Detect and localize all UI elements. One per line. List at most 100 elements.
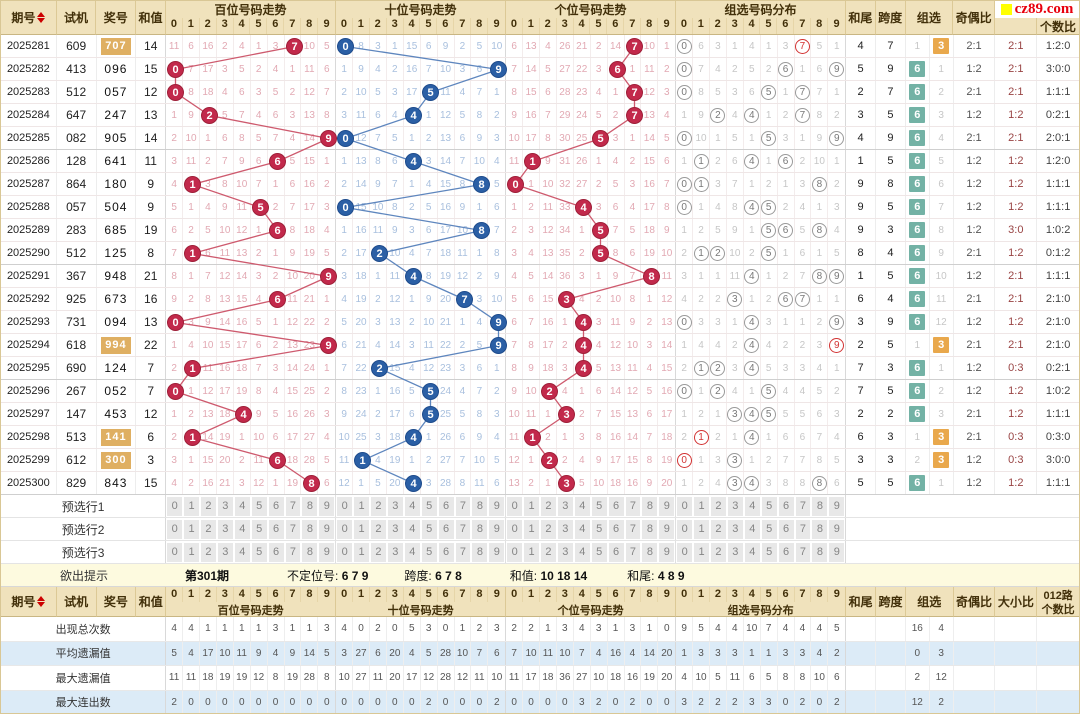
preselect-digit-cell[interactable]: 5 [761, 495, 778, 518]
preselect-digit-cell[interactable]: 6 [778, 541, 795, 564]
preselect-digit-cell[interactable]: 0 [676, 495, 693, 518]
preselect-digit-cell[interactable]: 1 [353, 495, 370, 518]
sort-icon[interactable] [37, 12, 46, 23]
preselect-digit-cell[interactable]: 2 [370, 495, 387, 518]
preselect-digit-cell[interactable]: 8 [811, 495, 828, 518]
preselect-digit-cell[interactable]: 6 [608, 518, 625, 541]
preselect-digit-cell[interactable]: 2 [200, 541, 217, 564]
preselect-digit-cell[interactable]: 6 [268, 495, 285, 518]
preselect-digit-cell[interactable]: 2 [710, 518, 727, 541]
preselect-digit-cell[interactable]: 6 [268, 518, 285, 541]
preselect-digit-cell[interactable]: 1 [523, 495, 540, 518]
preselect-digit-cell[interactable]: 4 [234, 495, 251, 518]
preselect-digit-cell[interactable]: 0 [506, 495, 523, 518]
preselect-digit-cell[interactable]: 6 [608, 541, 625, 564]
preselect-digit-cell[interactable]: 5 [251, 495, 268, 518]
preselect-digit-cell[interactable]: 3 [557, 495, 574, 518]
preselect-digit-cell[interactable]: 6 [438, 518, 455, 541]
preselect-digit-cell[interactable]: 4 [574, 518, 591, 541]
preselect-digit-cell[interactable]: 1 [353, 518, 370, 541]
preselect-digit-cell[interactable]: 5 [761, 518, 778, 541]
preselect-digit-cell[interactable]: 3 [217, 541, 234, 564]
preselect-digit-cell[interactable]: 2 [370, 541, 387, 564]
preselect-digit-cell[interactable]: 9 [318, 495, 335, 518]
preselect-digit-cell[interactable]: 0 [506, 518, 523, 541]
preselect-digit-cell[interactable]: 0 [166, 541, 183, 564]
preselect-digit-cell[interactable]: 0 [336, 518, 353, 541]
preselect-digit-cell[interactable]: 9 [318, 541, 335, 564]
preselect-digit-cell[interactable]: 4 [744, 518, 761, 541]
preselect-digit-cell[interactable]: 7 [795, 518, 812, 541]
preselect-digit-cell[interactable]: 1 [183, 541, 200, 564]
preselect-digit-cell[interactable]: 7 [455, 541, 472, 564]
preselect-digit-cell[interactable]: 9 [828, 518, 845, 541]
preselect-digit-cell[interactable]: 7 [285, 495, 302, 518]
preselect-digit-cell[interactable]: 1 [693, 518, 710, 541]
preselect-digit-cell[interactable]: 9 [488, 495, 505, 518]
preselect-digit-cell[interactable]: 4 [574, 541, 591, 564]
preselect-digit-cell[interactable]: 8 [641, 541, 658, 564]
preselect-digit-cell[interactable]: 9 [318, 518, 335, 541]
preselect-digit-cell[interactable]: 4 [574, 495, 591, 518]
preselect-digit-cell[interactable]: 1 [523, 541, 540, 564]
preselect-digit-cell[interactable]: 3 [217, 495, 234, 518]
preselect-digit-cell[interactable]: 5 [591, 541, 608, 564]
preselect-digit-cell[interactable]: 7 [625, 495, 642, 518]
preselect-digit-cell[interactable]: 7 [625, 518, 642, 541]
preselect-digit-cell[interactable]: 5 [421, 541, 438, 564]
preselect-digit-cell[interactable]: 8 [471, 495, 488, 518]
issue-column-header-bottom[interactable]: 期号 [1, 587, 57, 617]
preselect-digit-cell[interactable]: 7 [285, 518, 302, 541]
preselect-digit-cell[interactable]: 7 [795, 541, 812, 564]
preselect-digit-cell[interactable]: 3 [387, 495, 404, 518]
preselect-digit-cell[interactable]: 6 [268, 541, 285, 564]
preselect-digit-cell[interactable]: 9 [828, 495, 845, 518]
preselect-digit-cell[interactable]: 3 [557, 518, 574, 541]
issue-column-header[interactable]: 期号 [1, 1, 57, 35]
preselect-digit-cell[interactable]: 2 [540, 541, 557, 564]
preselect-digit-cell[interactable]: 0 [336, 495, 353, 518]
preselect-digit-cell[interactable]: 5 [421, 495, 438, 518]
preselect-digit-cell[interactable]: 8 [471, 541, 488, 564]
preselect-digit-cell[interactable]: 1 [693, 495, 710, 518]
preselect-digit-cell[interactable]: 0 [166, 495, 183, 518]
preselect-digit-cell[interactable]: 4 [404, 541, 421, 564]
preselect-digit-cell[interactable]: 8 [301, 518, 318, 541]
preselect-digit-cell[interactable]: 2 [540, 518, 557, 541]
preselect-digit-cell[interactable]: 8 [641, 495, 658, 518]
preselect-digit-cell[interactable]: 5 [591, 495, 608, 518]
preselect-digit-cell[interactable]: 5 [251, 518, 268, 541]
site-logo[interactable]: cz89.com [995, 1, 1079, 18]
preselect-digit-cell[interactable]: 7 [625, 541, 642, 564]
preselect-digit-cell[interactable]: 2 [370, 518, 387, 541]
preselect-digit-cell[interactable]: 8 [471, 518, 488, 541]
preselect-digit-cell[interactable]: 5 [761, 541, 778, 564]
preselect-digit-cell[interactable]: 2 [200, 518, 217, 541]
preselect-digit-cell[interactable]: 2 [710, 495, 727, 518]
preselect-digit-cell[interactable]: 6 [438, 541, 455, 564]
preselect-digit-cell[interactable]: 3 [217, 518, 234, 541]
preselect-digit-cell[interactable]: 3 [727, 541, 744, 564]
preselect-digit-cell[interactable]: 9 [658, 541, 675, 564]
preselect-digit-cell[interactable]: 9 [488, 518, 505, 541]
preselect-digit-cell[interactable]: 9 [828, 541, 845, 564]
preselect-digit-cell[interactable]: 1 [183, 495, 200, 518]
preselect-digit-cell[interactable]: 4 [234, 518, 251, 541]
preselect-digit-cell[interactable]: 7 [455, 518, 472, 541]
preselect-digit-cell[interactable]: 2 [540, 495, 557, 518]
preselect-digit-cell[interactable]: 0 [676, 518, 693, 541]
preselect-digit-cell[interactable]: 4 [234, 541, 251, 564]
preselect-digit-cell[interactable]: 6 [608, 495, 625, 518]
preselect-digit-cell[interactable]: 8 [811, 541, 828, 564]
preselect-digit-cell[interactable]: 4 [744, 541, 761, 564]
preselect-digit-cell[interactable]: 9 [658, 495, 675, 518]
preselect-digit-cell[interactable]: 8 [641, 518, 658, 541]
preselect-digit-cell[interactable]: 8 [301, 495, 318, 518]
sort-icon[interactable] [37, 596, 46, 607]
preselect-digit-cell[interactable]: 9 [658, 518, 675, 541]
preselect-digit-cell[interactable]: 9 [488, 541, 505, 564]
preselect-digit-cell[interactable]: 1 [523, 518, 540, 541]
preselect-digit-cell[interactable]: 1 [183, 518, 200, 541]
preselect-digit-cell[interactable]: 4 [404, 495, 421, 518]
preselect-digit-cell[interactable]: 0 [676, 541, 693, 564]
